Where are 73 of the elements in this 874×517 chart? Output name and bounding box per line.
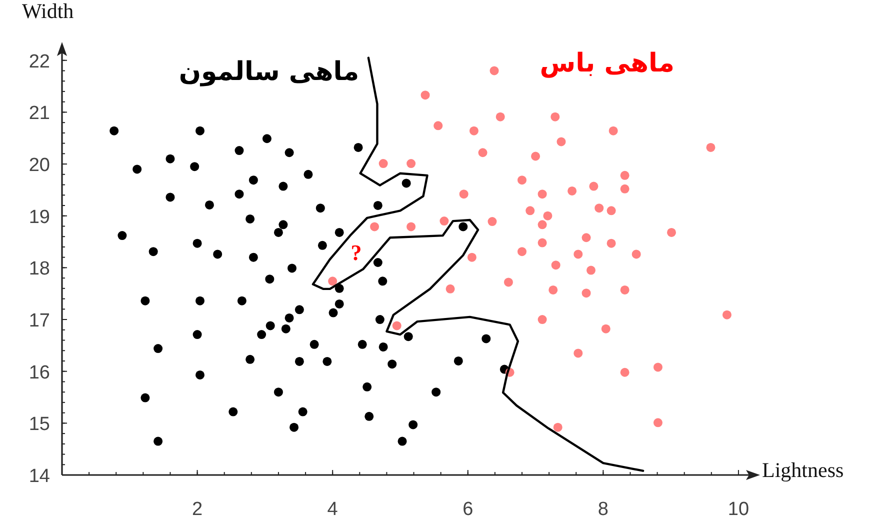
point xyxy=(538,238,547,248)
point xyxy=(653,418,662,428)
point xyxy=(478,148,488,158)
series-label: ماهی سالمون xyxy=(178,56,360,87)
point xyxy=(706,142,716,152)
x-tick-label: 2 xyxy=(192,499,203,517)
point xyxy=(370,222,380,232)
point xyxy=(551,260,560,270)
point xyxy=(586,266,596,275)
point xyxy=(490,66,499,76)
point xyxy=(496,112,505,122)
y-tick-label: 15 xyxy=(28,414,50,436)
point xyxy=(518,247,526,256)
series-label: ماهی باس xyxy=(540,48,674,78)
point xyxy=(446,284,455,294)
point xyxy=(488,217,497,226)
point xyxy=(531,152,540,161)
point xyxy=(667,228,676,237)
point xyxy=(574,250,583,259)
point xyxy=(722,310,732,320)
annotation: ? xyxy=(350,240,362,266)
point xyxy=(504,278,513,287)
point xyxy=(632,250,641,259)
point xyxy=(594,204,604,213)
point xyxy=(568,186,577,196)
x-tick-label: 6 xyxy=(462,499,474,517)
point xyxy=(378,159,388,168)
point xyxy=(548,285,558,294)
point xyxy=(538,220,547,230)
point xyxy=(526,206,535,216)
y-tick-label: 16 xyxy=(28,362,50,384)
point xyxy=(406,222,416,232)
point xyxy=(556,137,566,146)
y-tick-label: 22 xyxy=(28,51,50,72)
point xyxy=(538,190,547,199)
point xyxy=(589,182,598,191)
point xyxy=(620,285,630,294)
point xyxy=(601,324,610,334)
x-axis-title: Lightness xyxy=(762,458,844,482)
y-axis-title: Width xyxy=(22,0,74,23)
y-tick-label: 20 xyxy=(28,155,50,176)
point xyxy=(620,184,630,194)
point xyxy=(653,362,662,372)
point xyxy=(543,211,552,220)
point xyxy=(582,288,591,298)
point xyxy=(420,90,430,100)
point xyxy=(459,190,468,199)
point xyxy=(620,170,630,180)
point xyxy=(469,126,478,136)
point xyxy=(440,216,449,226)
point xyxy=(467,252,476,262)
point xyxy=(434,121,443,130)
point xyxy=(538,315,547,324)
y-tick-label: 17 xyxy=(28,310,50,332)
point xyxy=(328,276,338,286)
point xyxy=(553,422,562,432)
x-tick-label: 10 xyxy=(728,499,750,517)
point xyxy=(392,321,402,330)
y-tick-label: 14 xyxy=(28,466,50,487)
point xyxy=(620,368,630,377)
y-tick-label: 21 xyxy=(28,103,50,124)
y-tick-label: 18 xyxy=(28,258,50,280)
point xyxy=(606,238,616,248)
point xyxy=(550,112,560,122)
point xyxy=(574,348,583,358)
point xyxy=(582,233,591,242)
point xyxy=(608,126,618,136)
point xyxy=(518,176,526,185)
point xyxy=(606,206,616,216)
point xyxy=(406,159,416,168)
x-tick-label: 8 xyxy=(598,499,608,517)
x-tick-label: 4 xyxy=(327,499,338,517)
y-tick-label: 19 xyxy=(28,206,50,228)
